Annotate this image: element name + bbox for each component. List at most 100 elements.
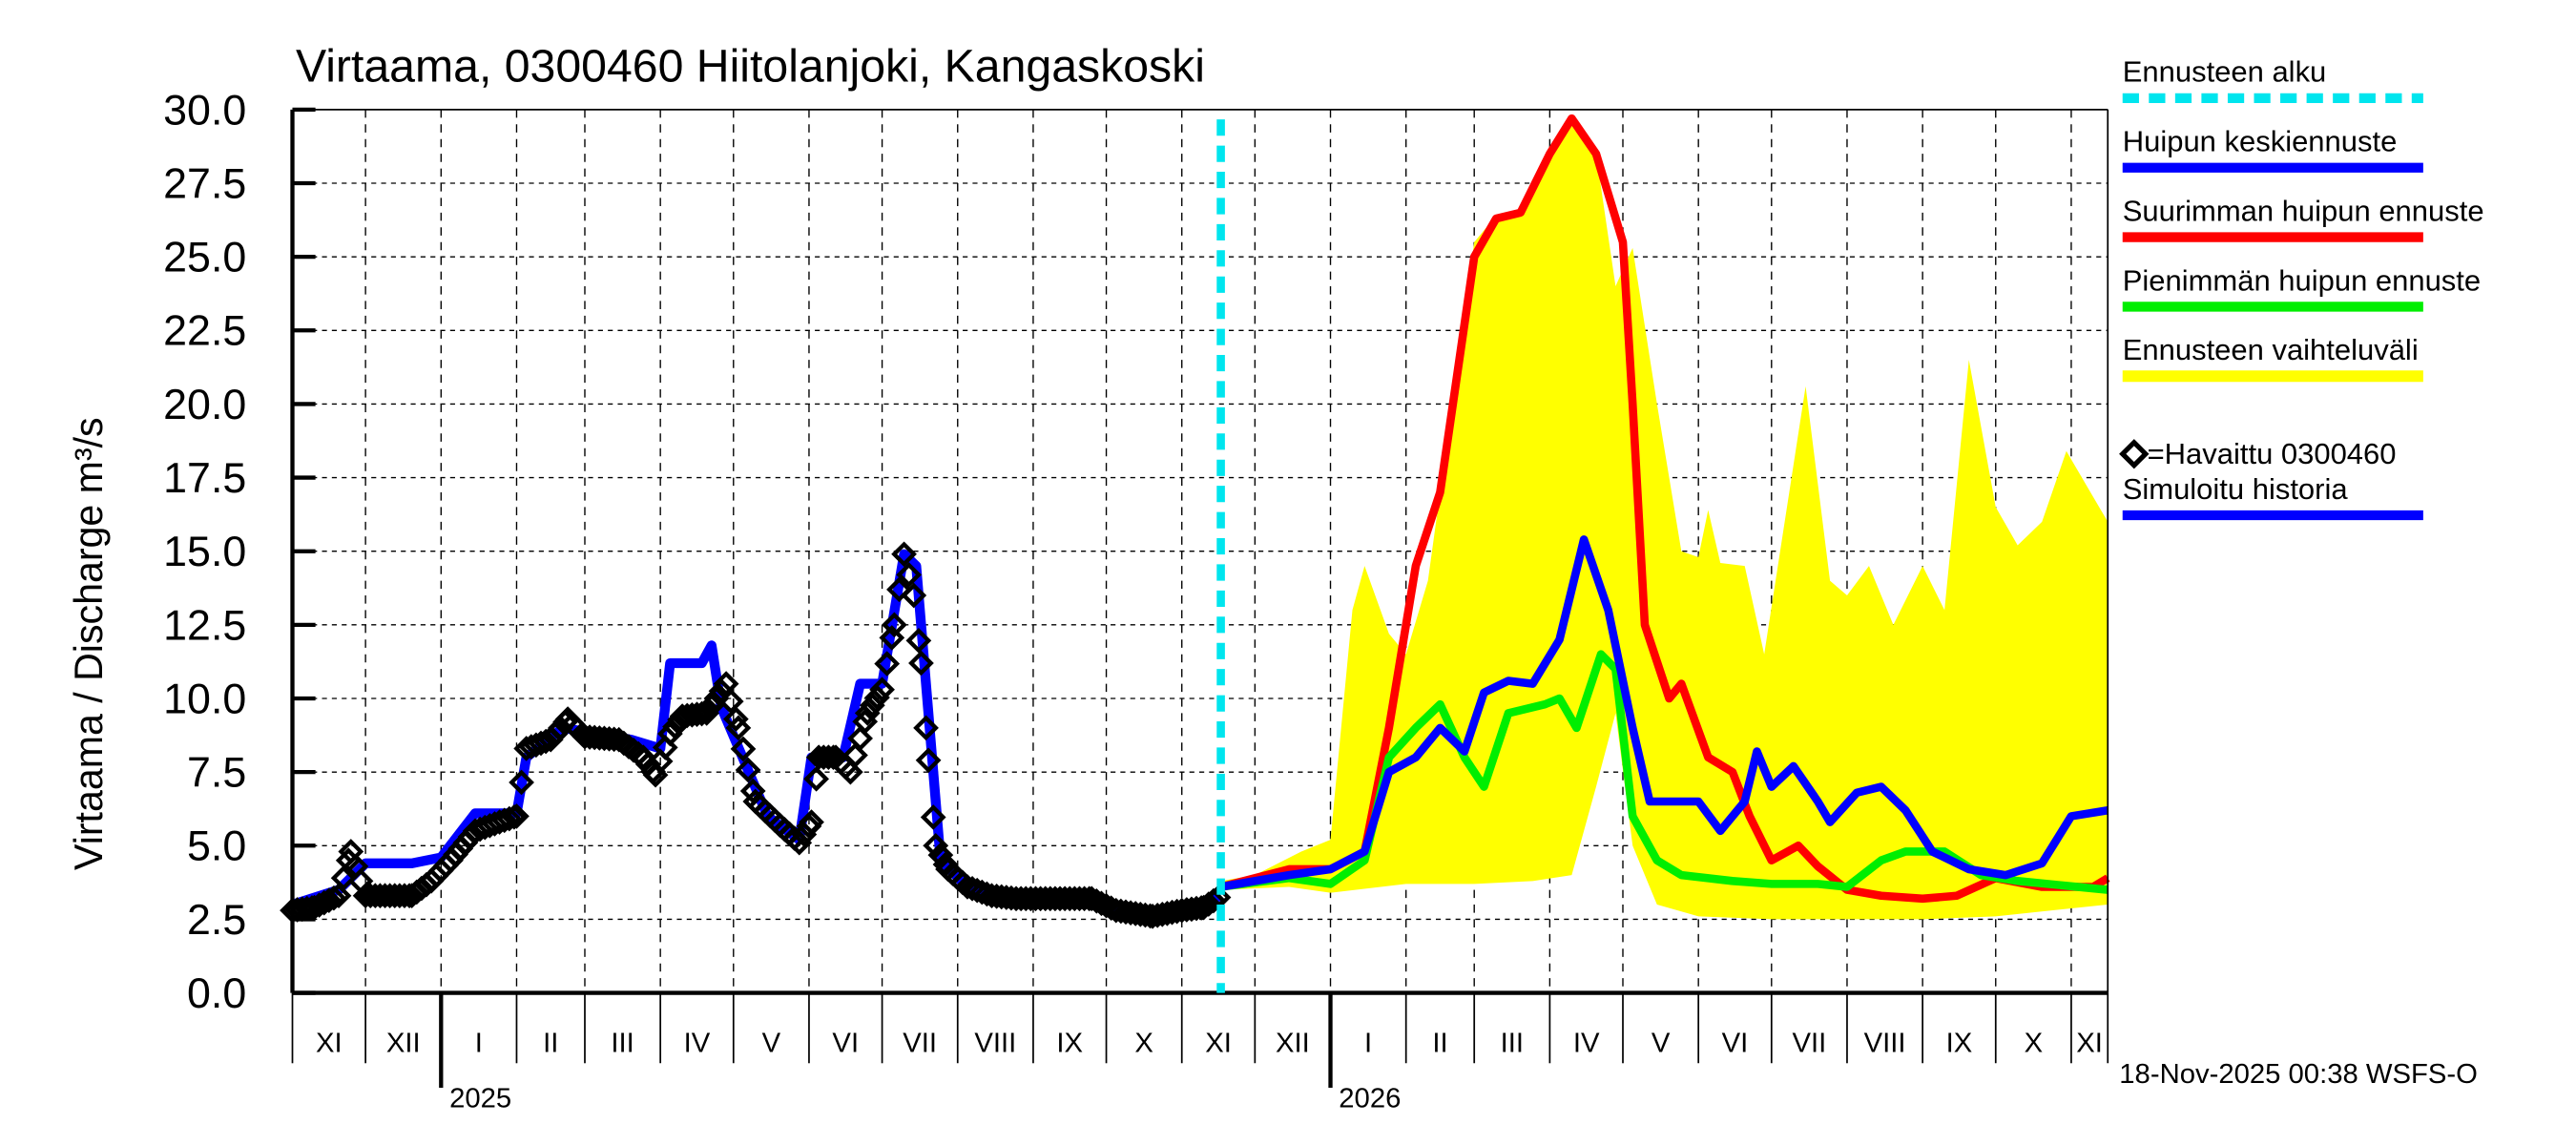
month-label: IX <box>1946 1028 1973 1058</box>
observed-markers <box>280 541 1232 929</box>
observed-marker <box>694 700 720 726</box>
month-label: III <box>611 1028 634 1058</box>
observed-marker <box>864 684 890 711</box>
series-max <box>1219 114 2110 904</box>
month-label: VI <box>832 1028 859 1058</box>
observed-marker <box>886 576 912 603</box>
month-label: II <box>1432 1028 1447 1058</box>
observed-marker <box>735 757 761 783</box>
y-tick-label: 25.0 <box>163 235 246 281</box>
observed-marker <box>730 736 757 762</box>
month-label: IV <box>1573 1028 1600 1058</box>
observed-marker <box>901 582 927 609</box>
y-tick-label: 5.0 <box>187 823 246 870</box>
month-label: X <box>1134 1028 1153 1058</box>
y-tick-label: 30.0 <box>163 87 246 134</box>
observed-marker <box>496 805 523 832</box>
observed-marker <box>799 809 824 835</box>
chart-title: Virtaama, 0300460 Hiitolanjoki, Kangasko… <box>296 41 1205 93</box>
observed-marker <box>548 715 573 741</box>
month-label: VIII <box>1864 1028 1906 1058</box>
observed-marker <box>657 720 683 747</box>
observed-marker <box>847 725 873 752</box>
month-label: VII <box>1792 1028 1826 1058</box>
observed-marker <box>504 803 530 829</box>
observed-marker <box>837 759 863 785</box>
observed-marker <box>1183 895 1210 922</box>
month-label: IV <box>684 1028 711 1058</box>
legend: Ennusteen alku Huipun keskiennuste Suurimm… <box>2119 55 2484 521</box>
month-label: X <box>2025 1028 2044 1058</box>
y-tick-label: 2.5 <box>187 897 246 944</box>
month-label: I <box>475 1028 483 1058</box>
observed-marker <box>816 744 841 771</box>
observed-marker <box>869 677 895 703</box>
observed-marker <box>891 541 917 568</box>
observed-marker <box>915 747 942 774</box>
legend-label: Pienimmän huipun ennuste <box>2123 263 2481 297</box>
y-tick-label: 10.0 <box>163 677 246 723</box>
observed-marker <box>698 693 725 719</box>
observed-marker <box>725 715 752 741</box>
legend-label: Ennusteen vaihteluväli <box>2123 333 2419 366</box>
month-label: XI <box>1205 1028 1232 1058</box>
legend-label: Ennusteen alku <box>2123 55 2327 89</box>
month-label: IX <box>1056 1028 1083 1058</box>
y-tick-label: 17.5 <box>163 455 246 502</box>
legend-label: Simuloitu historia <box>2123 472 2349 506</box>
y-axis-label: Virtaama / Discharge m³/s <box>67 417 111 870</box>
observed-marker <box>528 730 554 757</box>
y-tick-label: 12.5 <box>163 602 246 649</box>
month-label: XII <box>1276 1028 1310 1058</box>
month-label: V <box>762 1028 781 1058</box>
series-simulated <box>290 549 1223 922</box>
series-min <box>1220 650 2109 894</box>
footer-timestamp: 18-Nov-2025 00:38 WSFS-O <box>2119 1059 2478 1090</box>
legend-label: =Havaittu 0300460 <box>2148 437 2397 470</box>
month-label: XI <box>2076 1028 2103 1058</box>
observed-marker <box>491 807 518 834</box>
observed-marker <box>913 715 939 741</box>
y-tick-label: 20.0 <box>163 382 246 428</box>
month-label: XII <box>386 1028 421 1058</box>
month-label: XI <box>316 1028 343 1058</box>
month-label: VIII <box>974 1028 1016 1058</box>
month-label: V <box>1652 1028 1671 1058</box>
observed-marker <box>881 612 907 638</box>
observed-marker <box>896 562 923 588</box>
legend-diamond-icon <box>2119 439 2150 469</box>
observed-marker <box>905 627 932 654</box>
month-label: III <box>1501 1028 1524 1058</box>
month-label: I <box>1364 1028 1372 1058</box>
observed-marker <box>509 769 534 796</box>
year-label: 2026 <box>1339 1084 1401 1114</box>
legend-label: Suurimman huipun ennuste <box>2123 194 2484 227</box>
observed-marker <box>920 804 946 830</box>
y-tick-label: 15.0 <box>163 529 246 575</box>
observed-marker <box>854 700 881 726</box>
y-tick-label: 7.5 <box>187 750 246 797</box>
observed-marker <box>874 651 901 677</box>
observed-marker <box>684 701 710 727</box>
y-tick-label: 27.5 <box>163 161 246 208</box>
observed-marker <box>330 864 357 891</box>
axes: 0.0 2.5 5.0 7.5 10.0 12.5 15.0 17.5 20.0 22.5 25.0… <box>163 87 2109 1114</box>
y-tick-label: 0.0 <box>187 970 246 1017</box>
y-tick-label: 22.5 <box>163 308 246 355</box>
month-label: II <box>543 1028 558 1058</box>
observed-marker <box>803 766 829 792</box>
observed-marker <box>391 883 418 909</box>
observed-marker <box>859 692 885 718</box>
observed-marker <box>842 742 868 768</box>
observed-marker <box>908 650 934 677</box>
observed-marker <box>879 625 905 651</box>
legend-label: Huipun keskiennuste <box>2123 125 2398 158</box>
observed-marker <box>923 832 949 859</box>
month-label: VI <box>1722 1028 1749 1058</box>
observed-marker <box>722 706 749 732</box>
month-label: VII <box>903 1028 937 1058</box>
observed-marker <box>786 829 813 856</box>
year-label: 2025 <box>449 1084 511 1114</box>
observed-marker <box>325 883 352 909</box>
